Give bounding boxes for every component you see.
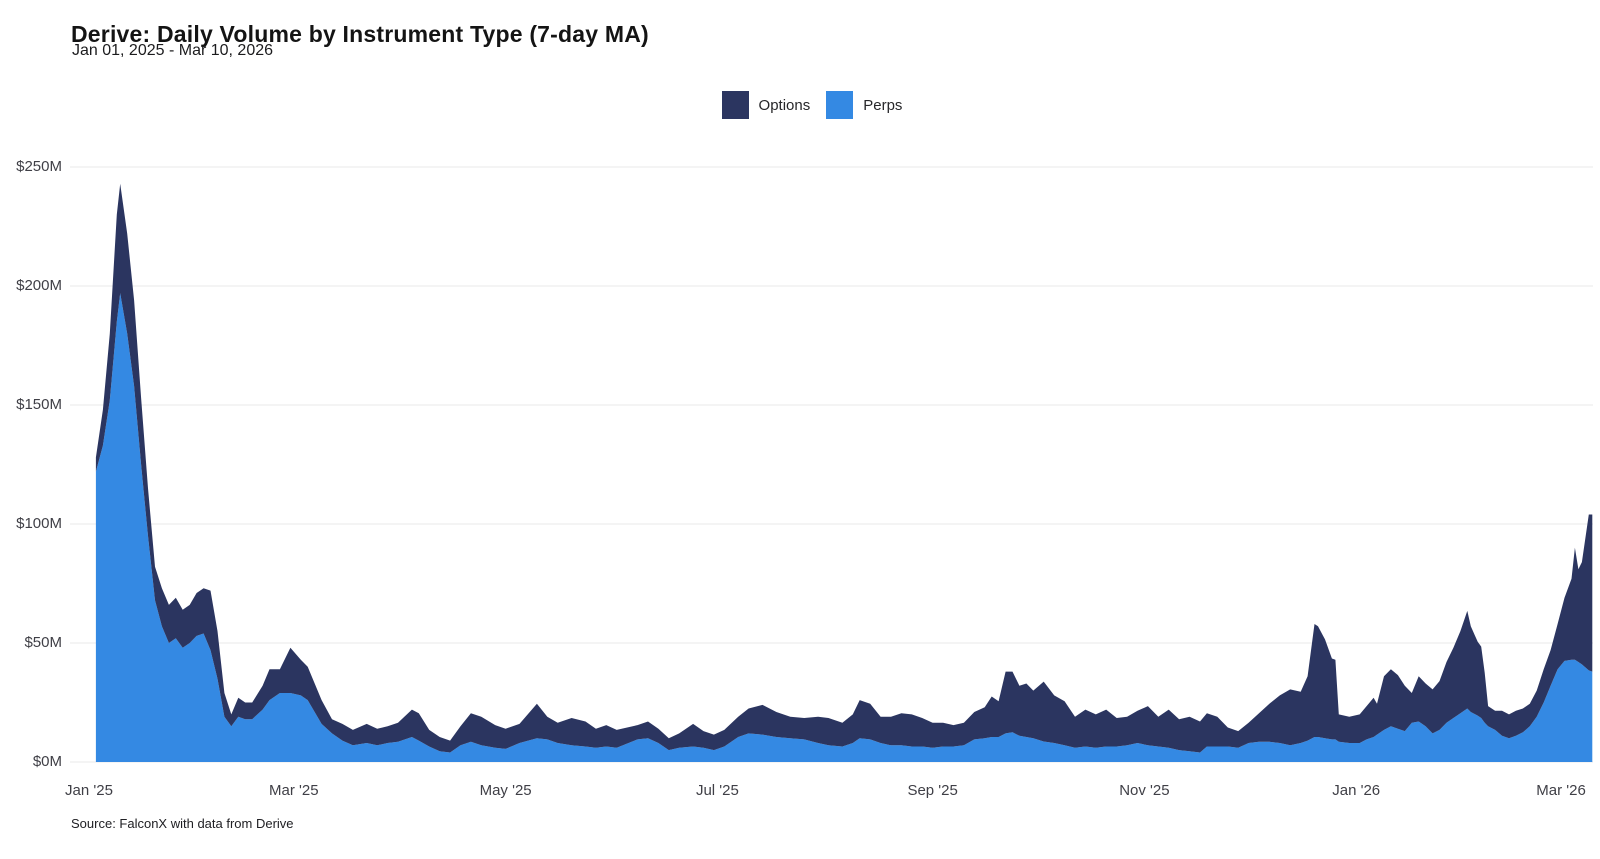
y-axis-label: $150M — [16, 396, 62, 413]
options-area-series[interactable] — [95, 183, 1593, 753]
legend: Options Perps — [0, 91, 1600, 119]
x-axis-label: Mar '25 — [269, 782, 319, 799]
y-axis-label: $50M — [24, 634, 62, 651]
legend-label-perps: Perps — [863, 96, 903, 114]
x-axis-label: Jan '26 — [1332, 782, 1381, 799]
legend-item-options[interactable]: Options — [721, 91, 811, 119]
perps-swatch-icon — [826, 91, 854, 119]
y-axis-label: $200M — [16, 277, 62, 294]
legend-item-perps[interactable]: Perps — [826, 91, 902, 119]
chart-subtitle: Jan 01, 2025 - Mar 10, 2026 — [72, 42, 274, 59]
legend-label-options: Options — [758, 96, 811, 114]
source-note: Source: FalconX with data from Derive — [71, 816, 294, 831]
x-axis-label: Jan '25 — [65, 782, 113, 799]
y-axis-label: $250M — [16, 158, 62, 175]
y-axis-label: $100M — [16, 515, 62, 532]
x-axis-label: Jul '25 — [695, 782, 739, 799]
x-axis-label: May '25 — [479, 782, 532, 799]
perps-area-series[interactable] — [95, 293, 1593, 762]
chart-title: Derive: Daily Volume by Instrument Type … — [71, 21, 649, 48]
x-axis-label: Mar '26 — [1536, 782, 1586, 799]
options-swatch-icon — [721, 91, 749, 119]
x-axis-label: Sep '25 — [907, 782, 958, 799]
y-axis-label: $0M — [32, 753, 62, 770]
x-axis-label: Nov '25 — [1119, 782, 1170, 799]
